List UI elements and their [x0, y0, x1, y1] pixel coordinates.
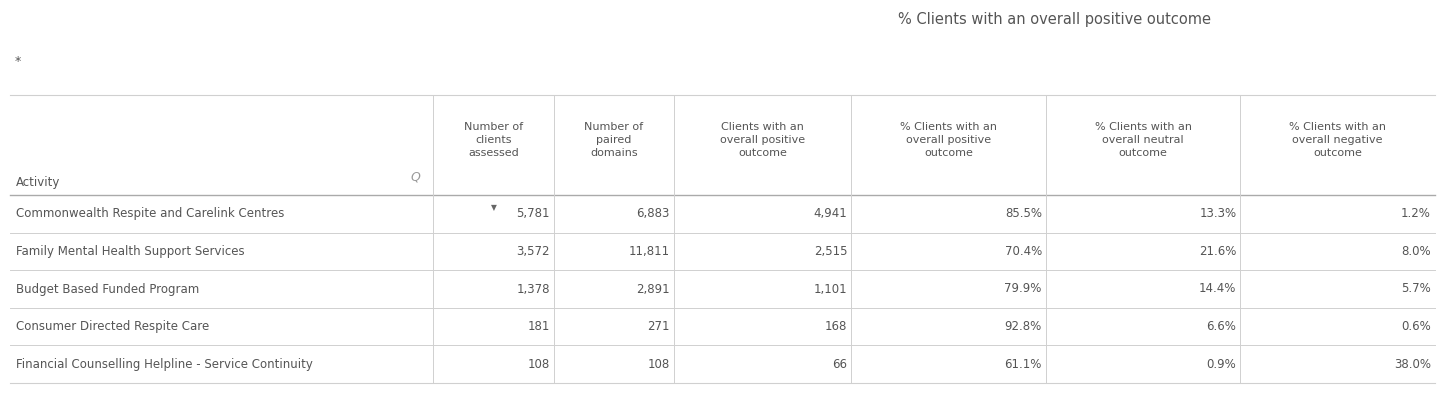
Text: 79.9%: 79.9%: [1004, 283, 1042, 295]
Text: 21.6%: 21.6%: [1199, 245, 1237, 258]
Text: 108: 108: [527, 358, 549, 371]
Text: 1,101: 1,101: [814, 283, 847, 295]
Text: % Clients with an
overall neutral
outcome: % Clients with an overall neutral outcom…: [1095, 122, 1192, 158]
Text: Number of
clients
assessed: Number of clients assessed: [464, 122, 523, 158]
Text: 271: 271: [647, 320, 670, 333]
Text: % Clients with an overall positive outcome: % Clients with an overall positive outco…: [897, 12, 1211, 27]
Text: 5.7%: 5.7%: [1402, 283, 1431, 295]
Text: ▼: ▼: [491, 203, 497, 212]
Text: 70.4%: 70.4%: [1004, 245, 1042, 258]
Text: Clients with an
overall positive
outcome: Clients with an overall positive outcome: [720, 122, 805, 158]
Text: 11,811: 11,811: [629, 245, 670, 258]
Text: 181: 181: [527, 320, 549, 333]
Text: Consumer Directed Respite Care: Consumer Directed Respite Care: [16, 320, 210, 333]
Text: 14.4%: 14.4%: [1199, 283, 1237, 295]
Text: Financial Counselling Helpline - Service Continuity: Financial Counselling Helpline - Service…: [16, 358, 314, 371]
Text: 4,941: 4,941: [814, 207, 847, 220]
Text: 2,515: 2,515: [814, 245, 847, 258]
Text: 92.8%: 92.8%: [1004, 320, 1042, 333]
Text: 85.5%: 85.5%: [1004, 207, 1042, 220]
Text: 168: 168: [825, 320, 847, 333]
Text: % Clients with an
overall negative
outcome: % Clients with an overall negative outco…: [1289, 122, 1386, 158]
Text: 13.3%: 13.3%: [1199, 207, 1237, 220]
Text: 2,891: 2,891: [636, 283, 670, 295]
Text: 5,781: 5,781: [516, 207, 549, 220]
Text: 1,378: 1,378: [516, 283, 549, 295]
Text: 66: 66: [832, 358, 847, 371]
Text: Budget Based Funded Program: Budget Based Funded Program: [16, 283, 199, 295]
Text: Number of
paired
domains: Number of paired domains: [584, 122, 643, 158]
Text: Family Mental Health Support Services: Family Mental Health Support Services: [16, 245, 244, 258]
Text: 1.2%: 1.2%: [1402, 207, 1431, 220]
Text: *: *: [14, 55, 22, 68]
Text: Commonwealth Respite and Carelink Centres: Commonwealth Respite and Carelink Centre…: [16, 207, 285, 220]
Text: 38.0%: 38.0%: [1394, 358, 1431, 371]
Text: 8.0%: 8.0%: [1402, 245, 1431, 258]
Text: 6.6%: 6.6%: [1207, 320, 1237, 333]
Text: % Clients with an
overall positive
outcome: % Clients with an overall positive outco…: [900, 122, 997, 158]
Text: 108: 108: [647, 358, 670, 371]
Text: Q: Q: [410, 170, 420, 183]
Text: 0.9%: 0.9%: [1207, 358, 1237, 371]
Text: 6,883: 6,883: [636, 207, 670, 220]
Text: Activity: Activity: [16, 176, 61, 189]
Text: 3,572: 3,572: [516, 245, 549, 258]
Text: 0.6%: 0.6%: [1402, 320, 1431, 333]
Text: 61.1%: 61.1%: [1004, 358, 1042, 371]
